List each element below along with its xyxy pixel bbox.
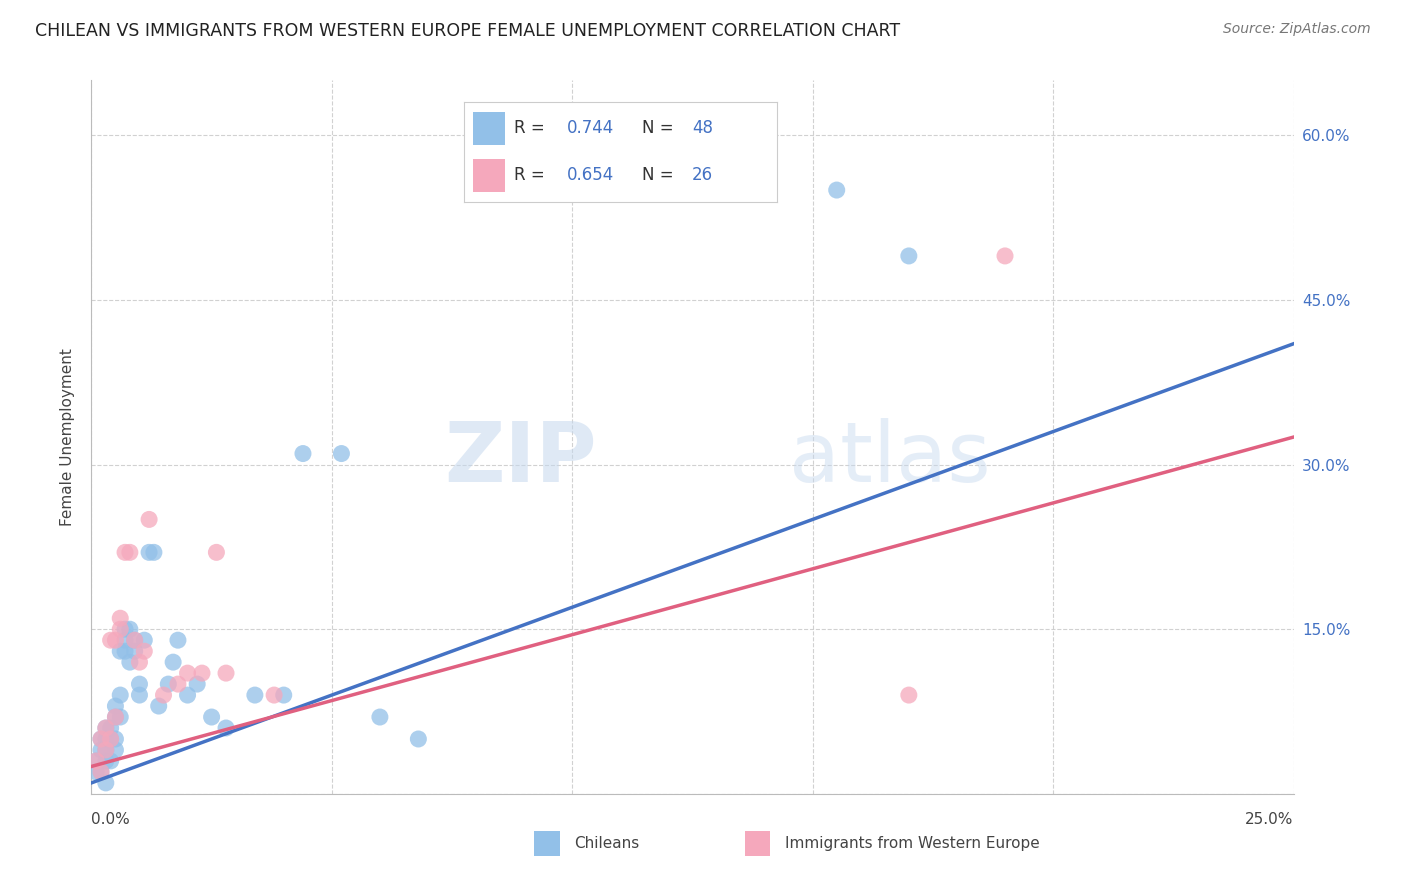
Point — [368, 710, 391, 724]
Text: N =: N = — [643, 166, 679, 184]
Point — [243, 688, 266, 702]
Point — [291, 446, 314, 460]
Point — [825, 183, 848, 197]
Text: 0.744: 0.744 — [567, 120, 614, 137]
Point — [201, 710, 224, 724]
Point — [94, 776, 117, 790]
Point — [167, 677, 190, 691]
Point — [104, 633, 127, 648]
Point — [162, 655, 184, 669]
Point — [994, 249, 1017, 263]
Text: Source: ZipAtlas.com: Source: ZipAtlas.com — [1223, 22, 1371, 37]
Point — [100, 721, 122, 735]
Point — [94, 721, 117, 735]
Point — [152, 688, 174, 702]
Text: 0.654: 0.654 — [567, 166, 614, 184]
Point — [134, 633, 156, 648]
Point — [118, 655, 141, 669]
Text: N =: N = — [643, 120, 679, 137]
Point — [128, 677, 150, 691]
Point — [94, 743, 117, 757]
Point — [205, 545, 228, 559]
Point — [90, 731, 112, 746]
Point — [100, 754, 122, 768]
Point — [330, 446, 353, 460]
Text: 0.0%: 0.0% — [91, 812, 131, 827]
Point — [138, 545, 160, 559]
Point — [114, 633, 136, 648]
Point — [176, 666, 198, 681]
Point — [100, 731, 122, 746]
Point — [84, 754, 107, 768]
Point — [110, 644, 132, 658]
Point — [128, 655, 150, 669]
Point — [104, 699, 127, 714]
Point — [215, 721, 238, 735]
Point — [897, 688, 920, 702]
Y-axis label: Female Unemployment: Female Unemployment — [60, 348, 76, 526]
Point — [176, 688, 198, 702]
Point — [134, 644, 156, 658]
Point — [90, 764, 112, 779]
Text: 25.0%: 25.0% — [1246, 812, 1294, 827]
Point — [142, 545, 165, 559]
Point — [94, 721, 117, 735]
Text: Chileans: Chileans — [574, 836, 638, 851]
Text: 26: 26 — [692, 166, 713, 184]
Text: R =: R = — [515, 166, 550, 184]
Point — [100, 633, 122, 648]
Point — [84, 754, 107, 768]
Point — [138, 512, 160, 526]
Point — [104, 731, 127, 746]
Point — [114, 644, 136, 658]
Text: atlas: atlas — [789, 418, 990, 499]
Point — [90, 764, 112, 779]
Point — [100, 731, 122, 746]
Point — [90, 743, 112, 757]
Text: CHILEAN VS IMMIGRANTS FROM WESTERN EUROPE FEMALE UNEMPLOYMENT CORRELATION CHART: CHILEAN VS IMMIGRANTS FROM WESTERN EUROP… — [35, 22, 900, 40]
Point — [94, 731, 117, 746]
Point — [104, 710, 127, 724]
Point — [104, 710, 127, 724]
Point — [408, 731, 430, 746]
Point — [124, 633, 146, 648]
Text: ZIP: ZIP — [444, 418, 596, 499]
Bar — [474, 112, 505, 145]
Point — [124, 644, 146, 658]
Point — [84, 764, 107, 779]
Point — [94, 754, 117, 768]
Point — [114, 545, 136, 559]
Point — [124, 633, 146, 648]
Text: Immigrants from Western Europe: Immigrants from Western Europe — [785, 836, 1039, 851]
Point — [191, 666, 214, 681]
Point — [186, 677, 208, 691]
Point — [110, 688, 132, 702]
Point — [157, 677, 180, 691]
Point — [104, 743, 127, 757]
Text: 48: 48 — [692, 120, 713, 137]
Point — [167, 633, 190, 648]
Point — [110, 611, 132, 625]
Point — [148, 699, 170, 714]
Point — [110, 622, 132, 636]
Point — [215, 666, 238, 681]
Point — [118, 622, 141, 636]
Bar — [474, 159, 505, 192]
Point — [128, 688, 150, 702]
Point — [263, 688, 285, 702]
Point — [897, 249, 920, 263]
Point — [110, 710, 132, 724]
Text: R =: R = — [515, 120, 550, 137]
Point — [90, 731, 112, 746]
Point — [273, 688, 295, 702]
Point — [94, 743, 117, 757]
Point — [114, 622, 136, 636]
Point — [118, 545, 141, 559]
